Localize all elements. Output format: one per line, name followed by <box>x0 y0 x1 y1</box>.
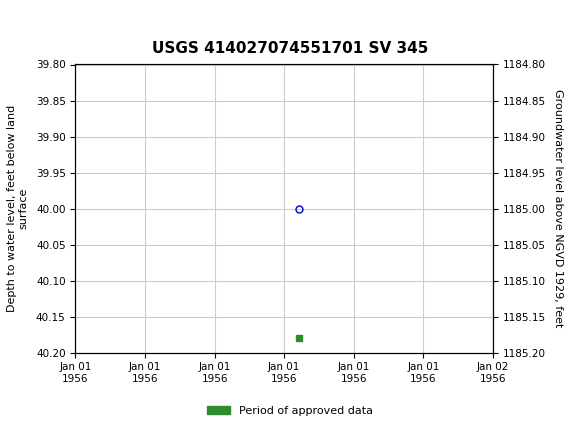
Text: USGS 414027074551701 SV 345: USGS 414027074551701 SV 345 <box>152 41 428 56</box>
Y-axis label: Depth to water level, feet below land
surface: Depth to water level, feet below land su… <box>8 105 29 312</box>
Legend: Period of approved data: Period of approved data <box>203 401 377 420</box>
Text: ≡USGS: ≡USGS <box>12 14 110 38</box>
Y-axis label: Groundwater level above NGVD 1929, feet: Groundwater level above NGVD 1929, feet <box>553 89 563 328</box>
